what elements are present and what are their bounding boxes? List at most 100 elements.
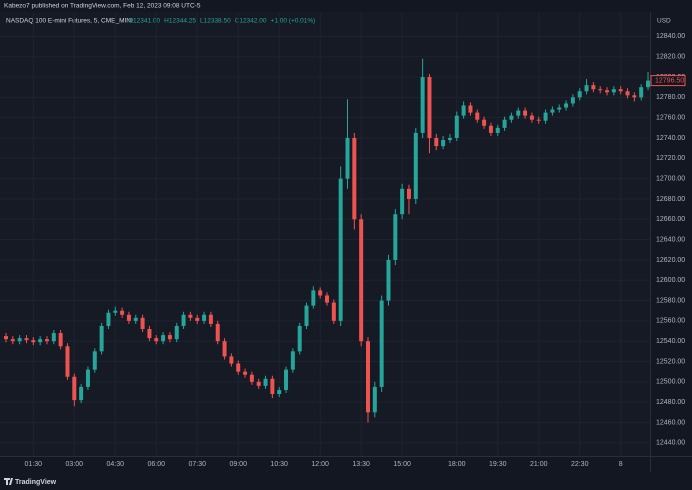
candle-body [318,290,323,296]
y-tick-label: 12580.00 [656,297,685,304]
candle [591,82,596,93]
y-tick-label: 12440.00 [656,440,685,447]
candle-body [447,137,452,141]
candle [311,286,316,309]
candle [297,322,302,355]
attribution: Kabezo7 published on TradingView.com, Fe… [4,3,201,10]
x-tick-label: 04:30 [107,461,125,468]
candle [393,209,398,265]
candle [229,353,234,367]
candle [174,322,179,343]
x-tick-label: 19:30 [489,461,507,468]
last-price-label: 12796.50 [655,77,684,84]
candle-body [386,259,391,301]
candle-body [618,89,623,92]
candle [331,299,336,324]
candle [523,107,528,119]
candle-body [352,137,357,220]
candle [413,127,418,205]
y-tick-label: 12600.00 [656,277,685,284]
candle [65,343,70,380]
candle [147,325,152,342]
ohlc-value: C12342.00 [235,18,267,25]
candle-body [345,137,350,179]
candle-body [85,369,90,387]
candle-body [243,371,248,375]
candle [72,373,77,407]
candle [502,116,507,131]
currency: USD [657,18,671,25]
y-tick-label: 12500.00 [656,379,685,386]
candle-body [557,107,562,110]
x-tick-label: 06:00 [147,461,165,468]
x-tick-label: 03:00 [66,461,84,468]
candle-body [44,339,49,342]
candle-body [598,89,603,91]
candle [447,133,452,144]
candle [495,124,500,136]
logo: TradingView [4,478,57,486]
x-tick-label: 8 [619,461,623,468]
candle-body [249,374,254,382]
candle-body [359,219,364,342]
candle-body [564,103,569,108]
candle-body [632,95,637,98]
y-tick-label: 12720.00 [656,155,685,162]
candle [434,133,439,151]
candle-body [543,112,548,121]
candle [468,102,473,116]
candle-body [120,310,125,315]
y-tick-label: 12640.00 [656,236,685,243]
candle-body [591,85,596,90]
candle [181,311,186,329]
candle [318,287,323,299]
ohlc-value: +1.00 (+0.01%) [271,18,316,25]
ohlc-value: H12344.25 [164,18,196,25]
candle-body [4,336,8,340]
candle [236,360,241,375]
candle [270,375,275,399]
candle-body [208,314,213,324]
candle-body [195,317,200,321]
candle-body [65,346,70,377]
candle [618,86,623,95]
candle-body [584,85,589,92]
candle-body [331,302,336,321]
candle-body [372,386,377,413]
symbol-title: NASDAQ 100 E-mini Futures, 5, CME_MINI [6,18,133,25]
ohlc-value: L12338.50 [200,18,231,25]
candle [441,135,446,150]
candle [529,112,534,123]
candle [400,183,405,220]
candle-body [468,105,473,113]
candle [284,366,289,394]
x-tick-label: 15:00 [393,461,411,468]
candle [509,112,514,123]
candle [120,307,125,318]
candle [570,94,575,107]
y-tick-label: 12760.00 [656,115,685,122]
candle-body [454,115,459,138]
y-tick-label: 12840.00 [656,33,685,40]
y-tick-label: 12480.00 [656,399,685,406]
candle-body [400,188,405,215]
candle-body [10,339,15,342]
candle [406,184,411,215]
candle-body [167,335,172,340]
candle [10,336,15,345]
candle-body [536,119,541,121]
candle [557,104,562,113]
candle [140,314,145,333]
logo-text: TradingView [15,479,57,486]
candle [215,320,220,345]
candle-body [488,125,493,133]
candle-body [202,314,207,321]
candle-body [509,115,514,120]
y-tick-label: 12540.00 [656,338,685,345]
candle-body [639,87,644,98]
candle [24,335,29,344]
candle [543,109,548,124]
candle-body [126,314,131,321]
